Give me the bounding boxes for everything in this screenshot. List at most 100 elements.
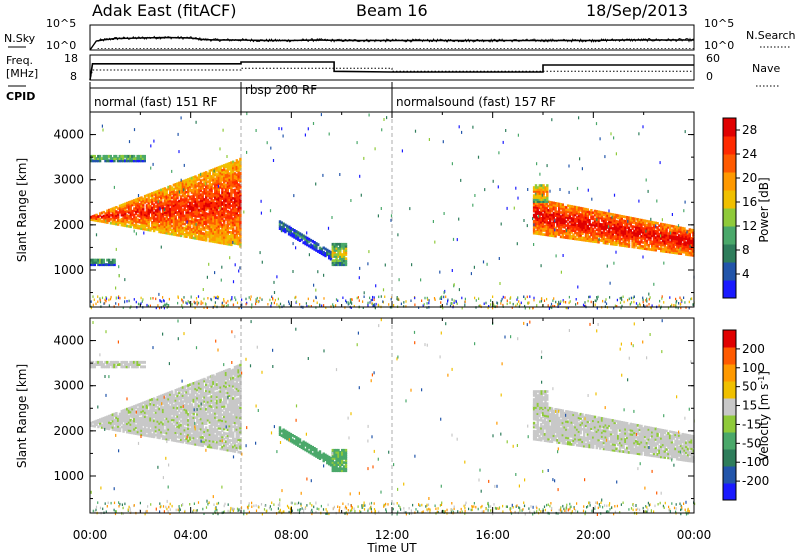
data-cell — [103, 259, 105, 262]
scatter-cell — [178, 150, 179, 153]
ground-cell — [348, 302, 349, 305]
scatter-cell — [499, 282, 500, 285]
ground-cell — [152, 297, 153, 300]
ground-cell — [427, 302, 428, 305]
ground-cell — [372, 303, 373, 306]
ground-cell — [92, 295, 93, 298]
data-cell — [317, 243, 319, 246]
ground-cell — [234, 296, 235, 299]
scatter-cell — [367, 262, 368, 265]
ground-cell — [129, 300, 130, 303]
scatter-cell — [444, 291, 445, 294]
ground-cell — [414, 304, 415, 307]
ground-cell — [217, 296, 218, 299]
scatter-cell — [221, 266, 222, 269]
ground-cell — [689, 301, 690, 304]
ground-cell — [251, 303, 252, 306]
scatter-cell — [322, 174, 323, 177]
ground-cell — [633, 301, 634, 304]
scatter-cell — [613, 262, 614, 265]
scatter-cell — [538, 215, 539, 218]
scatter-cell — [293, 242, 294, 245]
scatter-cell — [118, 265, 119, 268]
scatter-cell — [683, 209, 684, 212]
scatter-cell — [648, 293, 649, 296]
ground-cell — [507, 300, 508, 303]
ground-cell — [201, 303, 202, 306]
scatter-cell — [415, 130, 416, 133]
ground-cell — [233, 304, 234, 307]
scatter-cell — [547, 164, 548, 167]
scatter-cell — [596, 122, 597, 125]
noise-axis-top: 10^5 — [46, 17, 76, 30]
cpid-label: CPID — [6, 90, 35, 103]
scatter-cell — [533, 223, 534, 226]
scatter-cell — [397, 233, 398, 236]
ground-cell — [278, 298, 279, 301]
ground-cell — [369, 297, 370, 300]
ground-cell — [606, 303, 607, 306]
ground-cell — [595, 304, 596, 307]
scatter-cell — [607, 265, 608, 268]
ground-cell — [372, 296, 373, 299]
ground-cell — [372, 299, 373, 302]
scatter-cell — [273, 281, 274, 284]
ground-cell — [251, 295, 252, 298]
scatter-cell — [554, 219, 555, 222]
scatter-cell — [328, 227, 329, 230]
scatter-cell — [569, 191, 570, 194]
nsearch-label: N.Search — [746, 29, 796, 42]
ground-cell — [424, 297, 425, 300]
data-cell — [656, 222, 658, 225]
scatter-cell — [239, 266, 240, 269]
scatter-cell — [648, 190, 649, 193]
scatter-cell — [433, 220, 434, 223]
scatter-cell — [604, 155, 605, 158]
scatter-cell — [541, 264, 542, 267]
scatter-cell — [315, 183, 316, 186]
scatter-cell — [335, 259, 336, 262]
scatter-cell — [663, 262, 664, 265]
scatter-cell — [292, 270, 293, 273]
scatter-cell — [472, 204, 473, 207]
freq-axis-top: 18 — [64, 52, 78, 65]
scatter-cell — [369, 114, 370, 117]
ground-cell — [510, 298, 511, 301]
scatter-cell — [608, 225, 609, 228]
scatter-cell — [483, 260, 484, 263]
ground-cell — [150, 297, 151, 300]
scatter-cell — [278, 127, 279, 130]
ground-cell — [521, 302, 522, 305]
ground-cell — [546, 298, 547, 301]
scatter-cell — [378, 214, 379, 217]
ground-cell — [624, 301, 625, 304]
ground-cell — [162, 296, 163, 299]
ground-cell — [259, 297, 260, 300]
ground-cell — [446, 303, 447, 306]
ground-cell — [527, 302, 528, 305]
scatter-cell — [653, 283, 654, 286]
scatter-cell — [270, 209, 271, 212]
y-tick-label: 4000 — [53, 128, 84, 142]
ground-cell — [237, 302, 238, 305]
ground-cell — [680, 303, 681, 306]
ground-cell — [374, 296, 375, 299]
ground-cell — [197, 303, 198, 306]
scatter-cell — [582, 167, 583, 170]
y-tick-label: 1000 — [53, 263, 84, 277]
ground-cell — [189, 301, 190, 304]
ground-cell — [551, 303, 552, 306]
scatter-cell — [205, 302, 206, 305]
ground-cell — [627, 299, 628, 302]
scatter-cell — [235, 263, 236, 266]
ground-cell — [507, 303, 508, 306]
scatter-cell — [507, 207, 508, 210]
ground-cell — [501, 300, 502, 303]
ground-cell — [164, 304, 165, 307]
scatter-cell — [105, 219, 106, 222]
ground-cell — [490, 299, 491, 302]
ground-cell — [336, 298, 337, 301]
ground-cell — [675, 298, 676, 301]
scatter-cell — [670, 232, 671, 235]
